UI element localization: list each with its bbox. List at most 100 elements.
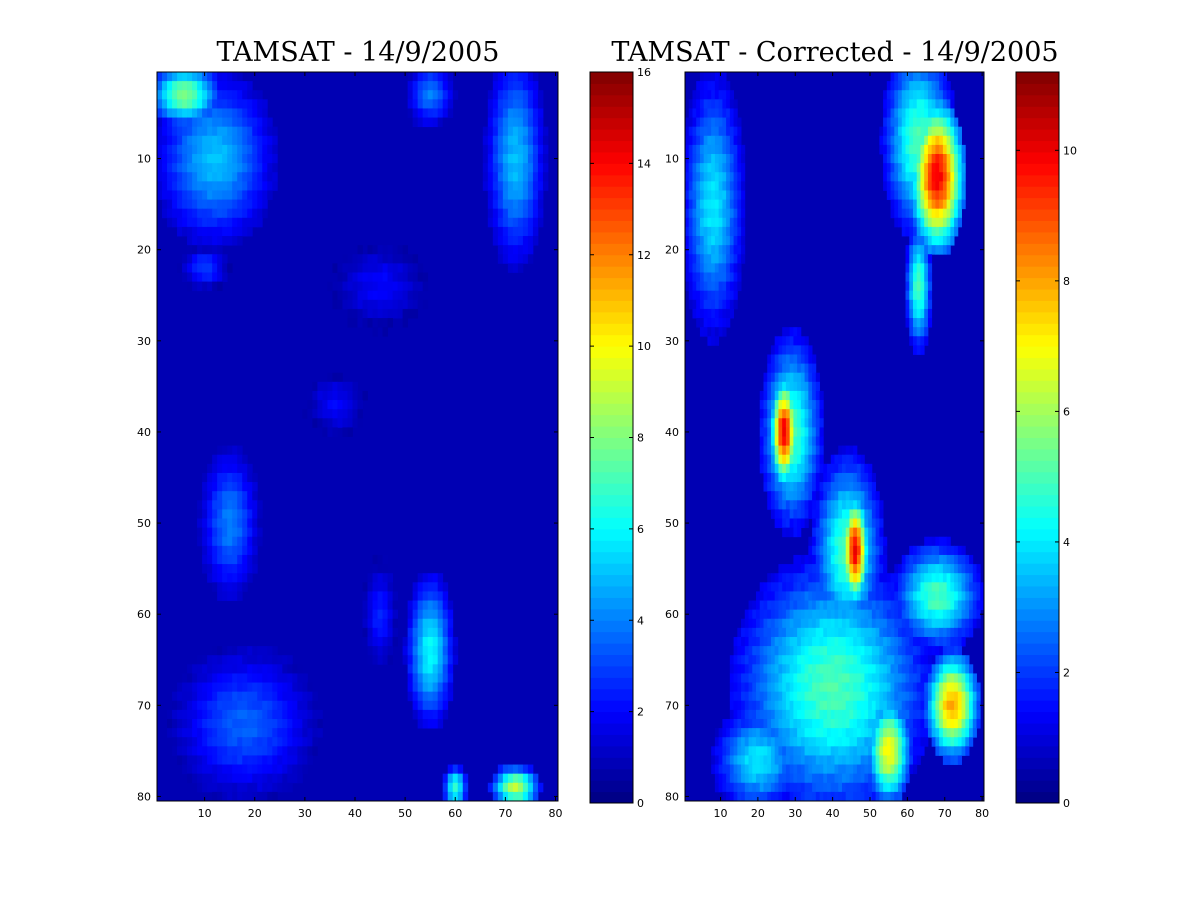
heatmap-cell: [868, 664, 873, 674]
heatmap-cell: [969, 554, 974, 565]
heatmap-cell: [912, 299, 918, 310]
heatmap-cell: [517, 190, 524, 200]
heatmap-cell: [946, 181, 951, 191]
heatmap-cell: [812, 728, 817, 738]
heatmap-cell: [800, 509, 805, 519]
heatmap-cell: [157, 144, 163, 155]
heatmap-cell: [856, 509, 862, 519]
heatmap-cell: [767, 700, 772, 711]
heatmap-cell: [901, 609, 906, 620]
heatmap-cell: [808, 746, 813, 756]
heatmap-cell: [793, 527, 798, 538]
heatmap-cell: [800, 655, 805, 665]
heatmap-cell: [894, 737, 899, 747]
heatmap-cell: [432, 618, 439, 629]
heatmap-cell: [207, 472, 213, 483]
heatmap-cell: [202, 135, 208, 146]
heatmap-cell: [322, 418, 328, 428]
heatmap-cell: [782, 372, 787, 383]
heatmap-cell: [834, 509, 839, 519]
heatmap-cell: [939, 90, 944, 100]
heatmap-cell: [935, 99, 940, 109]
heatmap-cell: [247, 463, 253, 474]
heatmap-cell: [247, 491, 253, 501]
heatmap-cell: [909, 181, 914, 191]
heatmap-cell: [737, 791, 742, 802]
heatmap-cell: [782, 527, 787, 538]
heatmap-cell: [267, 700, 273, 711]
heatmap-cell: [886, 108, 891, 118]
heatmap-cell: [883, 600, 888, 611]
heatmap-cell: [954, 755, 959, 765]
heatmap-cell: [167, 181, 173, 191]
heatmap-cell: [277, 718, 283, 729]
heatmap-cell: [834, 518, 839, 529]
heatmap-cell: [497, 190, 504, 200]
heatmap-cell: [287, 728, 293, 738]
heatmap-cell: [287, 746, 293, 756]
heatmap-cell: [227, 491, 233, 501]
heatmap-cell: [202, 199, 208, 210]
colorbar-swatch: [590, 723, 633, 735]
heatmap-cell: [946, 582, 951, 592]
heatmap-cell: [267, 782, 273, 793]
heatmap-cell: [177, 682, 183, 693]
heatmap-cell: [785, 673, 791, 683]
heatmap-cell: [482, 172, 489, 182]
heatmap-cell: [890, 144, 895, 155]
heatmap-cell: [849, 646, 854, 656]
heatmap-cell: [741, 181, 746, 191]
heatmap-cell: [812, 618, 817, 629]
heatmap-cell: [827, 545, 832, 556]
heatmap-cell: [227, 472, 233, 483]
heatmap-cell: [931, 117, 936, 128]
heatmap-cell: [770, 627, 776, 638]
heatmap-cell: [748, 764, 753, 775]
heatmap-cell: [197, 163, 203, 173]
heatmap-cell: [707, 99, 712, 109]
heatmap-cell: [916, 308, 921, 319]
heatmap-cell: [442, 773, 449, 784]
heatmap-cell: [392, 308, 398, 319]
heatmap-cell: [920, 618, 925, 629]
heatmap-cell: [497, 782, 504, 793]
heatmap-cell: [935, 126, 940, 137]
heatmap-cell: [901, 564, 906, 574]
heatmap-cell: [912, 755, 918, 765]
heatmap-cell: [722, 308, 727, 319]
heatmap-cell: [162, 199, 168, 210]
right-chart-title: TAMSAT - Corrected - 14/9/2005: [611, 37, 1058, 68]
heatmap-cell: [901, 135, 906, 146]
heatmap-cell: [969, 718, 974, 729]
heatmap-cell: [452, 90, 459, 100]
heatmap-cell: [692, 108, 697, 118]
heatmap-cell: [262, 709, 268, 720]
heatmap-cell: [879, 135, 884, 146]
heatmap-cell: [774, 436, 779, 447]
heatmap-cell: [202, 554, 208, 565]
heatmap-cell: [267, 728, 273, 738]
heatmap-cell: [864, 509, 869, 519]
heatmap-cell: [357, 409, 363, 419]
heatmap-cell: [287, 709, 293, 720]
heatmap-cell: [834, 491, 839, 501]
heatmap-cell: [718, 318, 723, 328]
heatmap-cell: [774, 418, 779, 428]
heatmap-cell: [217, 472, 223, 483]
heatmap-cell: [347, 308, 353, 319]
heatmap-cell: [856, 573, 862, 583]
heatmap-cell: [916, 691, 921, 702]
heatmap-cell: [714, 308, 720, 319]
heatmap-cell: [187, 673, 193, 683]
heatmap-cell: [685, 226, 690, 237]
heatmap-cell: [397, 254, 404, 264]
heatmap-cell: [920, 573, 925, 583]
heatmap-cell: [287, 691, 293, 702]
heatmap-cell: [252, 536, 258, 547]
heatmap-cell: [841, 518, 847, 529]
heatmap-cell: [856, 518, 862, 529]
colorbar-tick-label: 10: [637, 340, 651, 353]
heatmap-cell: [512, 99, 519, 109]
heatmap-cell: [237, 700, 243, 711]
heatmap-cell: [726, 226, 731, 237]
